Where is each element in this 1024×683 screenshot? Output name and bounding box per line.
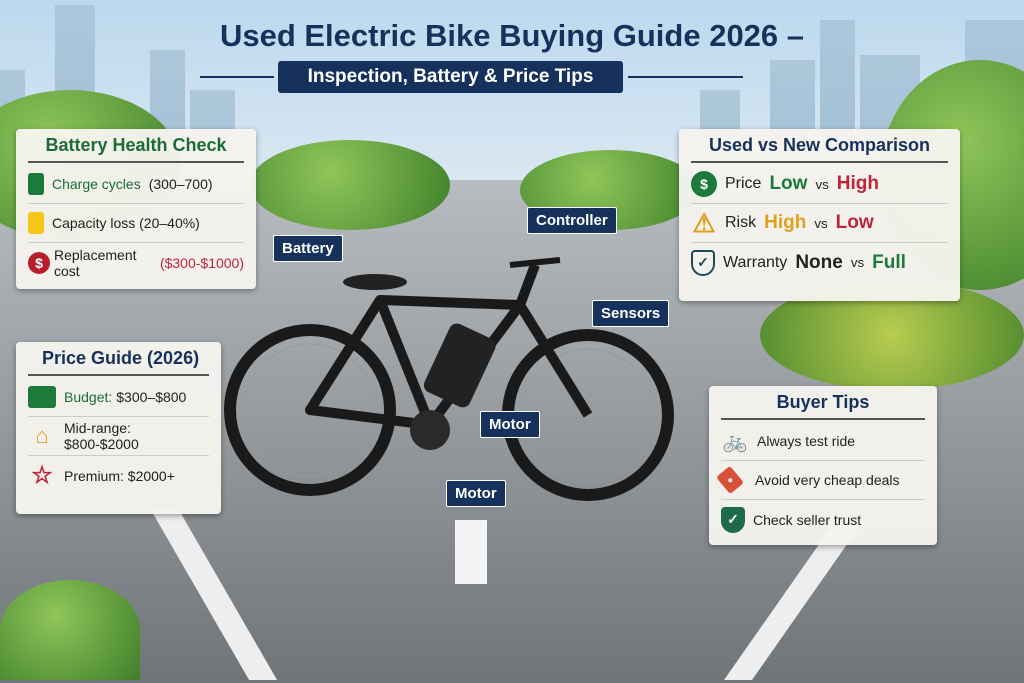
- dollar-icon: $: [691, 171, 717, 197]
- shield-check-icon: ✓: [691, 249, 715, 276]
- comparison-panel: Used vs New Comparison $ Price Low vs High ⚠…: [679, 129, 960, 301]
- panel-heading: Price Guide (2026): [28, 348, 209, 376]
- battery-half-icon: [28, 212, 44, 234]
- comparison-row: ✓ Warranty None vs Full: [691, 243, 948, 282]
- house-icon: ⌂: [35, 423, 49, 448]
- list-item: 🚲 Always test ride: [721, 422, 925, 461]
- warning-icon: ⚠: [692, 207, 716, 238]
- list-item: ✓ Check seller trust: [721, 500, 925, 539]
- list-item: Capacity loss (20–40%): [28, 204, 244, 243]
- label-controller: Controller: [527, 207, 617, 234]
- subtitle-banner: Inspection, Battery & Price Tips: [278, 61, 623, 93]
- list-item: ☆ Premium: $2000+: [28, 456, 209, 495]
- panel-heading: Used vs New Comparison: [691, 135, 948, 163]
- list-item: $ Replacement cost ($300-$1000): [28, 243, 244, 282]
- wallet-icon: [28, 386, 56, 408]
- panel-heading: Battery Health Check: [28, 135, 244, 163]
- battery-health-panel: Battery Health Check Charge cycles (300–7…: [16, 129, 256, 289]
- label-motor-mid: Motor: [446, 480, 506, 507]
- panel-heading: Buyer Tips: [721, 392, 925, 420]
- divider: [200, 76, 274, 78]
- battery-full-icon: [28, 173, 44, 195]
- list-item: • Avoid very cheap deals: [716, 461, 925, 500]
- cyclist-icon: 🚲: [722, 430, 748, 453]
- label-battery: Battery: [273, 235, 343, 262]
- saddle: [343, 274, 407, 290]
- list-item: ⌂ Mid-range: $800-$2000: [28, 417, 209, 456]
- price-guide-panel: Price Guide (2026) Budget: $300–$800 ⌂ Mid…: [16, 342, 221, 514]
- label-motor-hub: Motor: [480, 411, 540, 438]
- divider: [628, 76, 743, 78]
- battery-pack: [423, 323, 496, 408]
- buyer-tips-panel: Buyer Tips 🚲 Always test ride • Avoid very…: [709, 386, 937, 545]
- comparison-row: ⚠ Risk High vs Low: [691, 204, 948, 243]
- shield-check-icon: ✓: [721, 506, 745, 533]
- comparison-row: $ Price Low vs High: [691, 165, 948, 204]
- list-item: Charge cycles (300–700): [28, 165, 244, 204]
- rear-wheel: [224, 324, 396, 496]
- motor: [410, 410, 450, 450]
- star-icon: ☆: [31, 462, 53, 489]
- price-tag-icon: •: [716, 465, 744, 495]
- page-title: Used Electric Bike Buying Guide 2026 –: [219, 18, 805, 53]
- label-sensors: Sensors: [592, 300, 670, 327]
- dollar-icon: $: [28, 251, 50, 274]
- list-item: Budget: $300–$800: [28, 378, 209, 417]
